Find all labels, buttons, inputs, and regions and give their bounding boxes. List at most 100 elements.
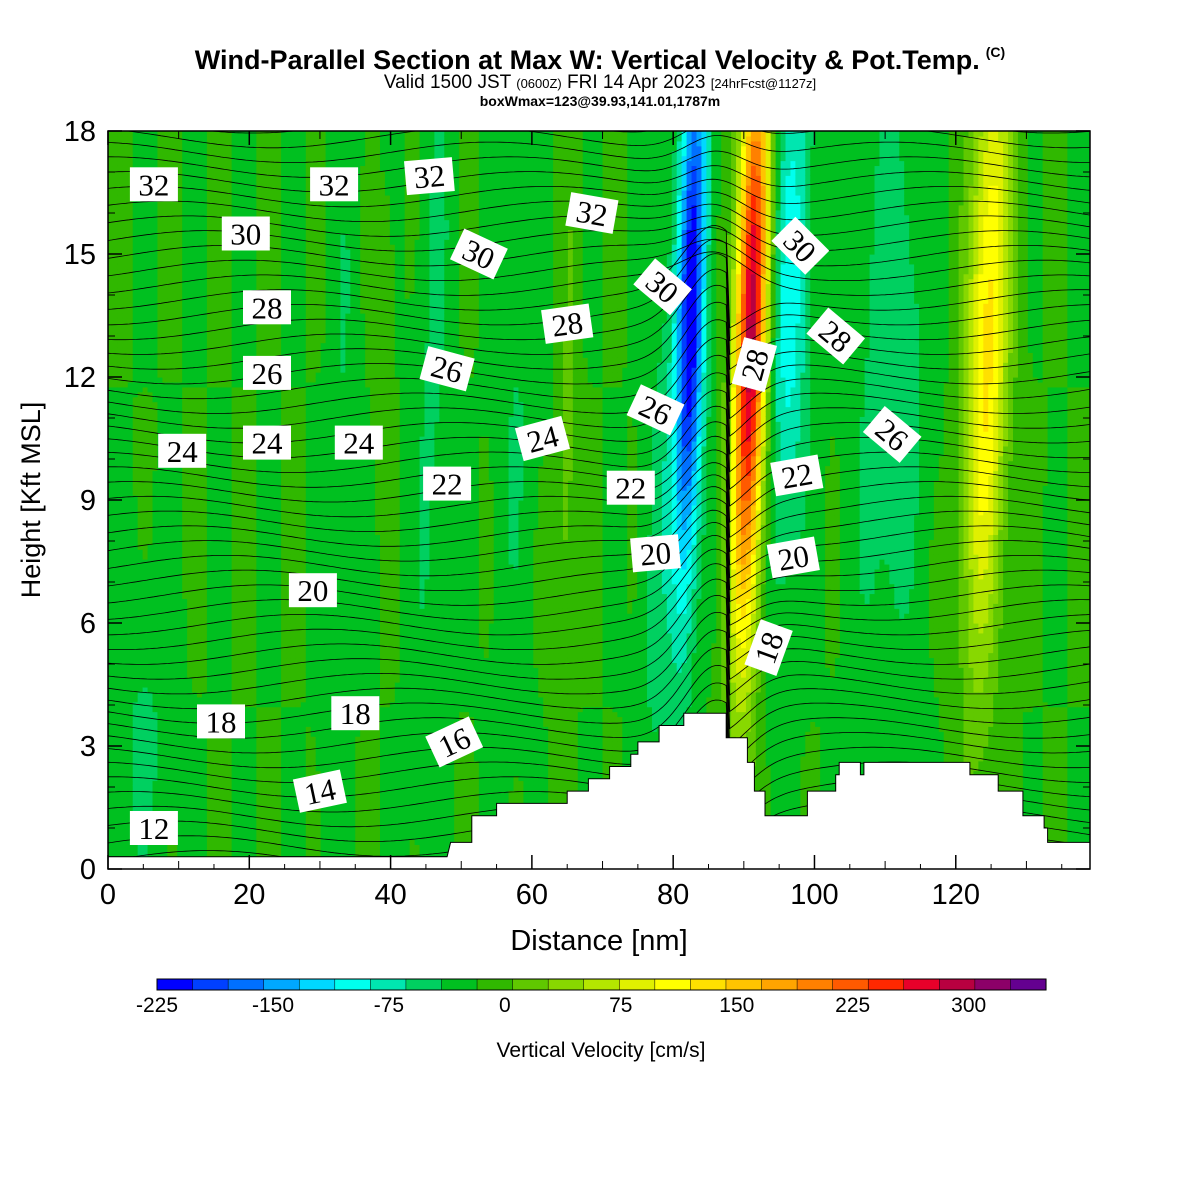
velocity-cell — [256, 805, 262, 811]
velocity-cell — [216, 194, 223, 201]
velocity-cell — [162, 563, 168, 570]
velocity-cell — [162, 741, 168, 747]
velocity-cell — [172, 795, 178, 801]
velocity-cell — [172, 755, 178, 762]
velocity-cell — [226, 755, 233, 762]
velocity-cell — [266, 401, 272, 408]
velocity-cell — [108, 386, 114, 393]
velocity-cell — [137, 470, 144, 476]
velocity-cell — [157, 583, 163, 590]
velocity-cell — [177, 637, 183, 644]
velocity-cell — [221, 445, 228, 452]
velocity-cell — [241, 347, 248, 353]
velocity-cell — [226, 249, 233, 255]
velocity-cell — [108, 421, 114, 427]
velocity-cell — [201, 746, 208, 752]
velocity-cell — [122, 254, 129, 260]
velocity-cell — [231, 460, 238, 467]
velocity-cell — [256, 750, 262, 757]
velocity-cell — [187, 578, 193, 585]
velocity-cell — [211, 829, 218, 836]
velocity-cell — [127, 283, 134, 290]
velocity-cell — [266, 514, 272, 521]
velocity-cell — [211, 445, 218, 452]
velocity-cell — [256, 514, 262, 521]
velocity-cell — [216, 377, 223, 383]
velocity-cell — [117, 682, 124, 688]
velocity-cell — [177, 573, 183, 580]
velocity-cell — [226, 549, 233, 555]
velocity-cell — [182, 357, 188, 363]
velocity-cell — [167, 155, 173, 162]
velocity-cell — [177, 814, 183, 821]
velocity-cell — [216, 352, 223, 358]
velocity-cell — [187, 273, 193, 280]
velocity-cell — [117, 135, 124, 142]
velocity-cell — [137, 362, 144, 368]
velocity-cell — [152, 381, 159, 388]
velocity-cell — [221, 357, 228, 363]
velocity-cell — [236, 175, 243, 181]
velocity-cell — [187, 362, 193, 368]
velocity-cell — [147, 347, 154, 353]
velocity-cell — [187, 185, 193, 191]
velocity-cell — [206, 746, 213, 752]
velocity-cell — [256, 800, 262, 806]
velocity-cell — [261, 701, 267, 708]
velocity-cell — [117, 386, 124, 393]
velocity-cell — [157, 750, 163, 757]
velocity-cell — [172, 278, 178, 285]
velocity-cell — [112, 391, 119, 398]
velocity-cell — [162, 519, 168, 526]
velocity-cell — [261, 686, 267, 693]
velocity-cell — [157, 131, 163, 137]
velocity-cell — [117, 278, 124, 285]
velocity-cell — [266, 500, 272, 506]
velocity-cell — [231, 829, 238, 836]
velocity-cell — [251, 824, 257, 831]
velocity-cell — [231, 194, 238, 201]
velocity-cell — [182, 313, 188, 319]
velocity-cell — [182, 190, 188, 196]
velocity-cell — [216, 667, 223, 673]
velocity-cell — [117, 367, 124, 373]
velocity-cell — [266, 544, 272, 550]
velocity-cell — [241, 401, 248, 408]
velocity-cell — [137, 327, 144, 334]
velocity-cell — [246, 337, 253, 344]
velocity-cell — [122, 495, 129, 501]
velocity-cell — [127, 726, 134, 732]
velocity-cell — [112, 455, 119, 462]
velocity-cell — [206, 308, 213, 314]
velocity-cell — [112, 249, 119, 255]
velocity-cell — [231, 258, 238, 265]
velocity-cell — [261, 401, 267, 408]
velocity-cell — [231, 514, 238, 521]
velocity-cell — [182, 303, 188, 309]
velocity-cell — [201, 347, 208, 353]
velocity-cell — [162, 249, 168, 255]
velocity-cell — [211, 741, 218, 747]
velocity-cell — [226, 500, 233, 506]
velocity-cell — [261, 819, 267, 826]
velocity-cell — [192, 844, 198, 850]
velocity-cell — [187, 632, 193, 639]
velocity-cell — [241, 131, 248, 137]
velocity-cell — [226, 593, 233, 599]
velocity-cell — [182, 524, 188, 531]
velocity-cell — [142, 519, 149, 526]
velocity-cell — [117, 539, 124, 545]
velocity-cell — [266, 554, 272, 560]
velocity-cell — [241, 814, 248, 821]
velocity-cell — [197, 652, 203, 659]
velocity-cell — [142, 790, 149, 796]
velocity-cell — [192, 706, 198, 713]
velocity-cell — [256, 509, 262, 516]
velocity-cell — [112, 367, 119, 373]
velocity-cell — [112, 726, 119, 732]
velocity-cell — [182, 657, 188, 663]
velocity-cell — [192, 421, 198, 427]
velocity-cell — [201, 672, 208, 678]
velocity-cell — [122, 652, 129, 659]
velocity-cell — [256, 500, 262, 506]
